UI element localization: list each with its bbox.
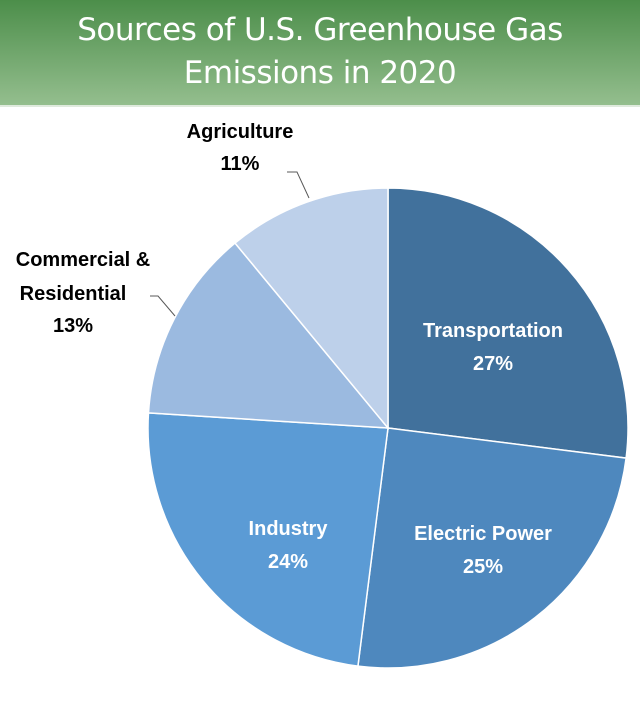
leader-line [150,295,176,317]
data-label-name: Residential [20,283,127,305]
data-label-value: 25% [463,556,503,578]
data-label-name: Industry [249,518,329,540]
chart-title: Sources of U.S. Greenhouse Gas Emissions … [77,12,563,91]
data-label-value: 24% [268,551,308,573]
data-label-value: 27% [473,353,513,375]
data-label-name: Electric Power [414,523,552,545]
title-banner: Sources of U.S. Greenhouse Gas Emissions … [0,0,640,107]
pie-slice-agriculture [233,187,389,431]
data-label-name: Transportation [423,320,563,342]
data-label-name: Agriculture [187,121,294,143]
data-label-value: 11% [221,153,260,175]
pie-slice-electric-power [357,427,627,669]
pie-slice-transportation [387,187,629,459]
data-label-name: Commercial & [16,249,151,271]
leader-line [287,171,310,199]
pie-slice-commercial-residential [147,242,390,429]
data-label-value: 13% [53,315,93,337]
pie-slice-industry [147,412,389,667]
